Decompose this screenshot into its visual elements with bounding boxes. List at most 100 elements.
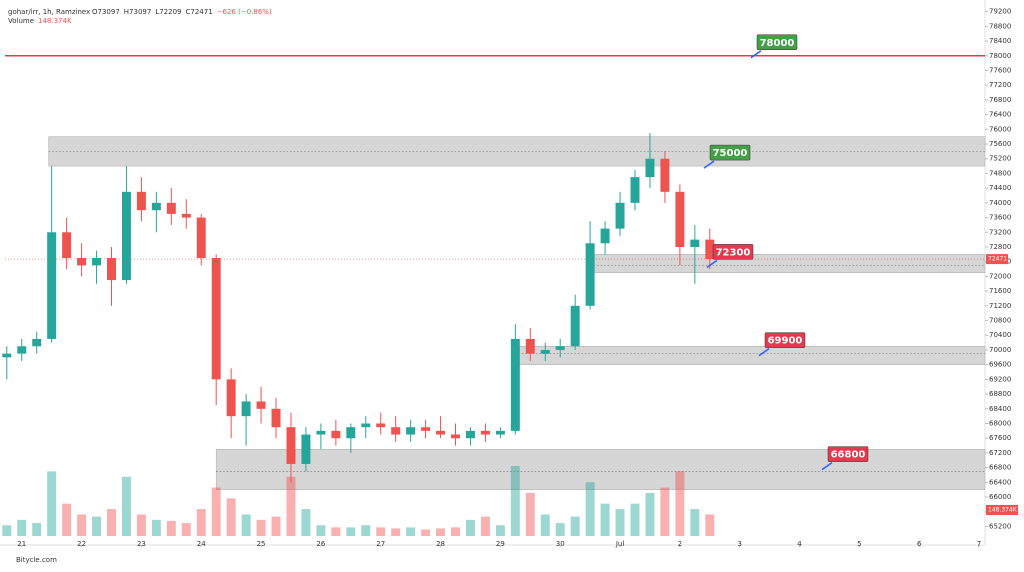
- candle-body: [585, 243, 595, 306]
- y-tick-label: 70800: [989, 317, 1011, 325]
- volume-bar: [690, 509, 700, 536]
- volume-bar: [47, 471, 57, 536]
- x-tick-label: 5: [857, 540, 861, 548]
- candle-body: [675, 191, 685, 247]
- level-label: 78000: [760, 38, 795, 49]
- header-value: −626 (−0.86%): [217, 8, 272, 16]
- level-box: [827, 446, 869, 462]
- candle-body: [510, 338, 520, 431]
- volume-bar: [495, 525, 505, 536]
- candle-body: [301, 434, 311, 464]
- x-tick-label: 29: [496, 540, 505, 548]
- candle-body: [540, 349, 550, 354]
- y-tick-label: 73600: [989, 214, 1011, 222]
- volume-bar: [92, 516, 102, 536]
- volume-bar: [121, 476, 131, 536]
- candle-body: [92, 258, 102, 266]
- x-tick-label: 24: [197, 540, 206, 548]
- volume-bar: [226, 498, 236, 536]
- volume-bar: [436, 528, 446, 536]
- level-pointer: [758, 348, 770, 357]
- level-label: 66800: [831, 450, 866, 461]
- x-tick-label: 25: [257, 540, 266, 548]
- candle-body: [121, 191, 131, 281]
- zone: [589, 254, 986, 273]
- volume-bar: [62, 503, 72, 536]
- y-tick-label: 76800: [989, 96, 1011, 104]
- candle-body: [570, 305, 580, 347]
- candle-body: [47, 232, 57, 339]
- volume-bar: [32, 523, 42, 536]
- volume-bar: [376, 527, 386, 536]
- y-tick-label: 68800: [989, 390, 1011, 398]
- level-box: [709, 144, 751, 161]
- x-tick-label: 27: [376, 540, 385, 548]
- volume-bar: [211, 487, 221, 536]
- y-tick-label: 70400: [989, 331, 1011, 339]
- candle-body: [480, 430, 490, 435]
- header-value: C72471: [186, 8, 213, 16]
- volume-tag: [986, 505, 1018, 515]
- candle-body: [555, 346, 565, 350]
- volume-bar: [271, 516, 281, 536]
- candle-body: [17, 346, 27, 354]
- candle-body: [181, 213, 191, 218]
- y-tick-label: 68400: [989, 405, 1011, 413]
- y-tick-label: 79200: [989, 8, 1011, 16]
- header-value: L72209: [155, 8, 181, 16]
- level-pointer: [750, 50, 762, 59]
- volume-bar: [421, 529, 431, 536]
- volume-bar: [555, 523, 565, 536]
- y-tick-label: 74400: [989, 184, 1011, 192]
- y-tick-label: 76400: [989, 111, 1011, 119]
- volume-bar: [77, 514, 87, 536]
- y-tick-label: 71200: [989, 302, 1011, 310]
- y-tick-label: 69200: [989, 375, 1011, 383]
- level-label: 75000: [713, 148, 748, 159]
- volume-bar: [525, 492, 535, 536]
- candle-body: [151, 202, 161, 211]
- header-symbol: gohar/irr, 1h, Ramzinex: [8, 8, 90, 16]
- level-pointer: [703, 160, 715, 169]
- y-tick-label: 66000: [989, 493, 1011, 501]
- y-tick-label: 73200: [989, 228, 1011, 236]
- volume-bar: [465, 519, 475, 536]
- volume-bar: [660, 487, 670, 536]
- candle-body: [421, 427, 431, 431]
- y-tick-label: 66800: [989, 464, 1011, 472]
- volume-bar: [136, 514, 146, 536]
- candle-body: [166, 202, 176, 214]
- header-value: O73097: [92, 8, 120, 16]
- candle-body: [630, 177, 640, 203]
- volume-bar: [645, 492, 655, 536]
- y-tick-label: 78400: [989, 37, 1011, 45]
- y-tick-label: 72800: [989, 243, 1011, 251]
- y-tick-label: 65200: [989, 522, 1011, 530]
- volume-title: Volume: [8, 17, 34, 25]
- candle-body: [286, 427, 296, 464]
- volume-bar: [480, 516, 490, 536]
- candle-body: [107, 258, 116, 281]
- y-tick-label: 78800: [989, 22, 1011, 30]
- header-value: H73097: [124, 8, 152, 16]
- candle-body: [361, 423, 371, 428]
- level-box: [764, 332, 806, 348]
- candle-body: [645, 158, 655, 178]
- volume-bar: [107, 509, 116, 536]
- y-tick-label: 74000: [989, 199, 1011, 207]
- volume-tag-label: 148.374K: [988, 507, 1018, 514]
- volume-bar: [241, 514, 251, 536]
- volume-value: 148.374K: [38, 17, 72, 25]
- candle-body: [211, 258, 221, 380]
- volume-bar: [166, 520, 176, 536]
- footer: Bitycle.com: [16, 556, 57, 564]
- candle-body: [406, 427, 416, 435]
- candle-body: [256, 401, 266, 409]
- x-tick-label: Jul: [615, 540, 625, 548]
- x-tick-label: 3: [737, 540, 741, 548]
- x-tick-label: 6: [917, 540, 922, 548]
- y-tick-label: 69600: [989, 361, 1011, 369]
- candle-body: [495, 430, 505, 435]
- candle-body: [376, 423, 386, 428]
